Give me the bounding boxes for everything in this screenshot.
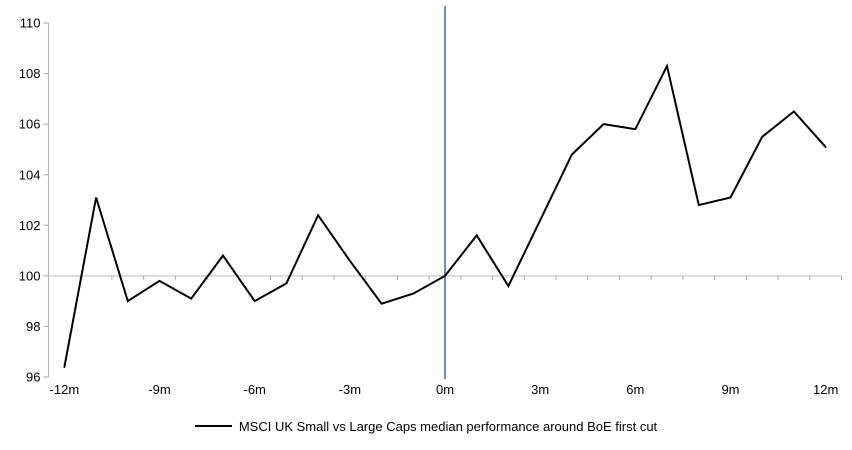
x-tick-label: -12m bbox=[50, 382, 80, 397]
legend-line-swatch bbox=[194, 425, 232, 427]
y-tick-label: 96 bbox=[26, 370, 40, 385]
y-tick-label: 110 bbox=[20, 16, 41, 31]
series-line bbox=[63, 63, 827, 368]
y-tick-label: 98 bbox=[26, 319, 40, 334]
legend: MSCI UK Small vs Large Caps median perfo… bbox=[0, 417, 852, 435]
x-tick-label: 6m bbox=[626, 382, 644, 397]
y-tick-label: 102 bbox=[19, 218, 41, 233]
y-tick-label: 106 bbox=[19, 117, 41, 132]
y-tick-label: 100 bbox=[19, 268, 41, 283]
x-tick-label: 12m bbox=[813, 382, 838, 397]
x-tick-label: 3m bbox=[531, 382, 549, 397]
legend-label: MSCI UK Small vs Large Caps median perfo… bbox=[238, 418, 658, 434]
x-tick-label: -3m bbox=[339, 382, 361, 397]
y-tick-label: 104 bbox=[19, 167, 41, 182]
y-tick-label: 108 bbox=[19, 66, 41, 81]
x-tick-label: -6m bbox=[243, 382, 265, 397]
x-tick-label: 0m bbox=[436, 382, 454, 397]
x-tick-label: 9m bbox=[721, 382, 739, 397]
x-tick-label: -9m bbox=[148, 382, 170, 397]
